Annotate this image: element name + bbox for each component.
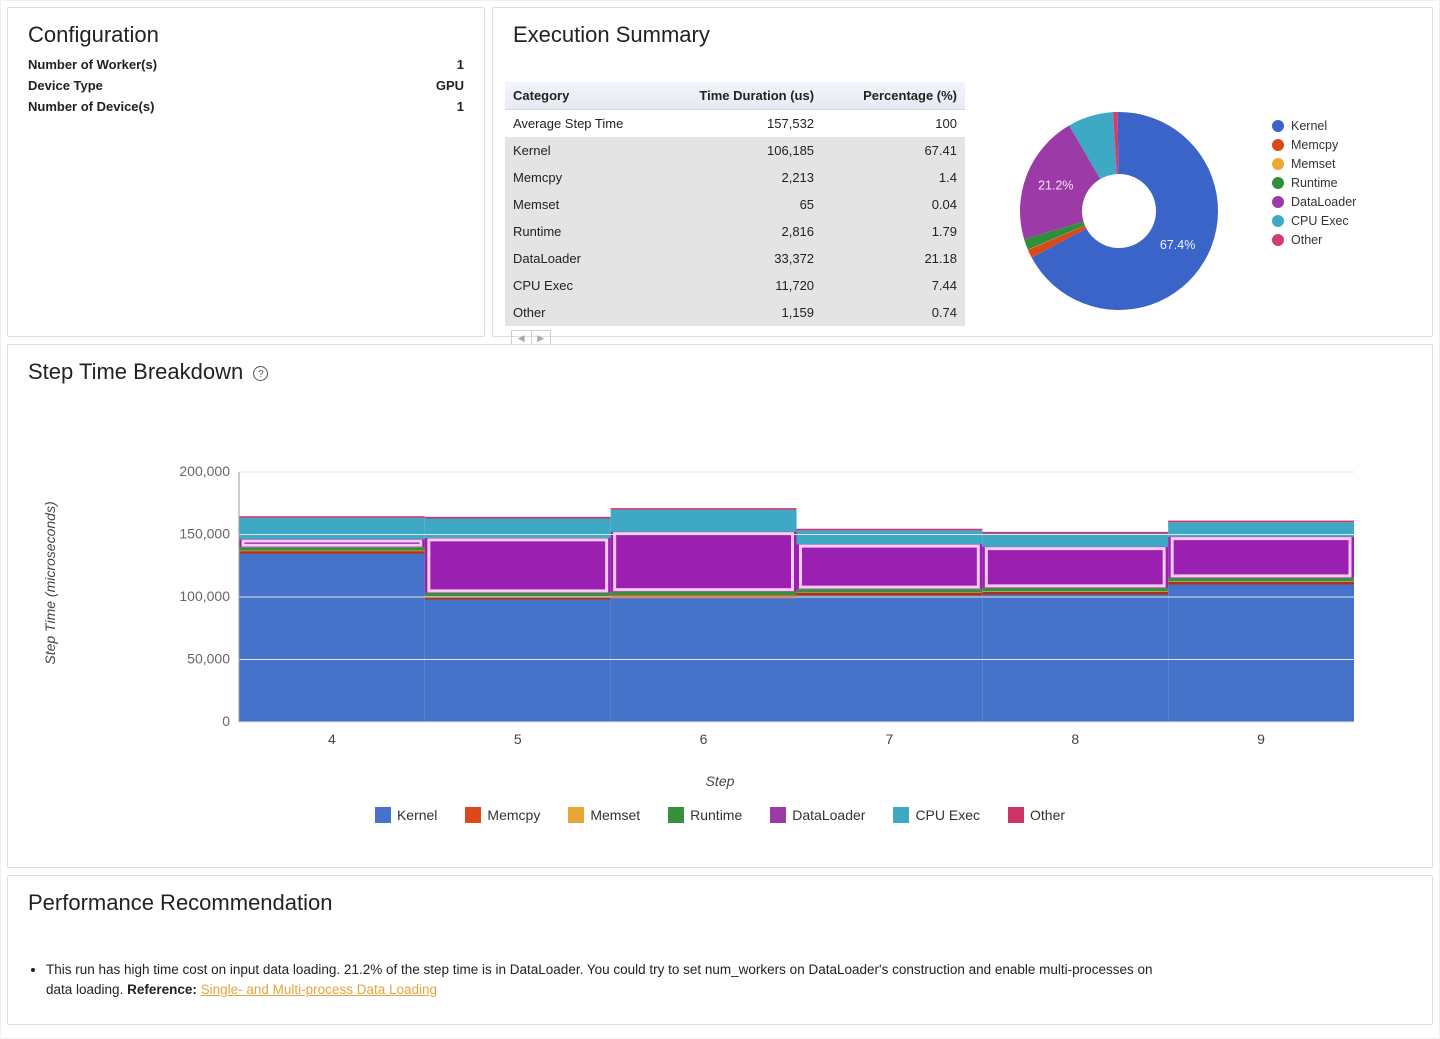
svg-text:5: 5 bbox=[514, 731, 522, 745]
svg-text:8: 8 bbox=[1071, 731, 1079, 745]
svg-text:4: 4 bbox=[328, 731, 336, 745]
svg-text:7: 7 bbox=[886, 731, 894, 745]
svg-text:200,000: 200,000 bbox=[179, 463, 230, 479]
svg-text:0: 0 bbox=[222, 713, 230, 729]
svg-text:150,000: 150,000 bbox=[179, 526, 230, 542]
svg-text:67.4%: 67.4% bbox=[1160, 238, 1195, 252]
svg-text:100,000: 100,000 bbox=[179, 588, 230, 604]
svg-text:6: 6 bbox=[700, 731, 708, 745]
svg-text:9: 9 bbox=[1257, 731, 1265, 745]
svg-text:21.2%: 21.2% bbox=[1038, 179, 1073, 193]
svg-text:50,000: 50,000 bbox=[187, 651, 230, 667]
